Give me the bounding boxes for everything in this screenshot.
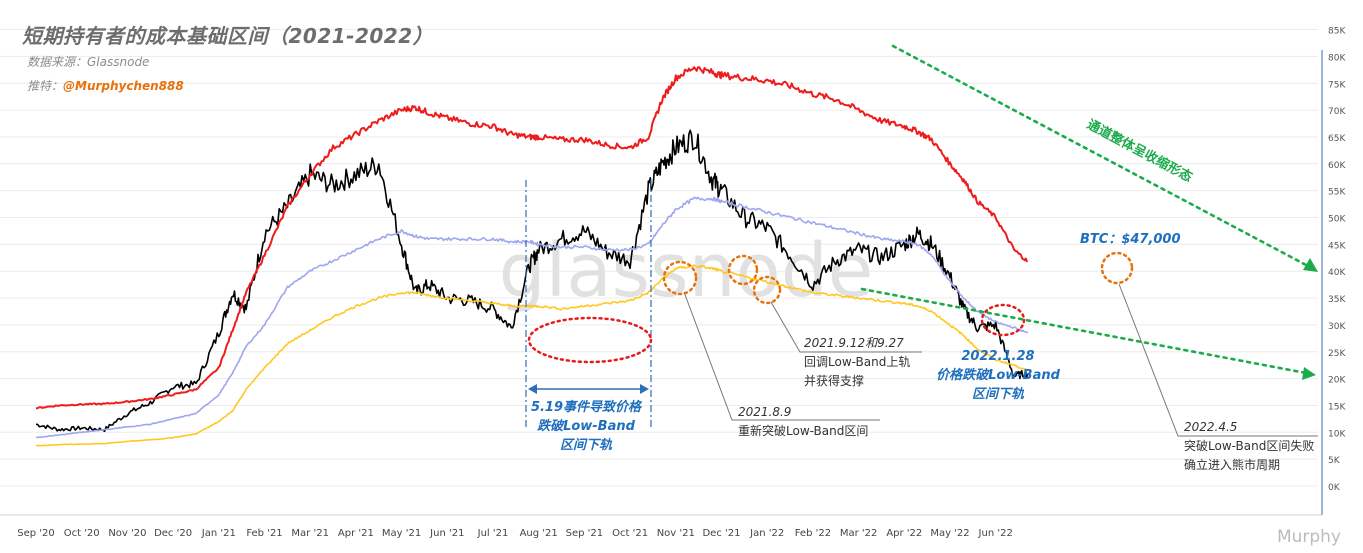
x-tick-label: Feb '22 bbox=[795, 528, 831, 539]
arrow-head-right bbox=[640, 384, 649, 394]
x-tick-label: Nov '21 bbox=[657, 528, 695, 539]
twitter-handle: @Murphychen888 bbox=[63, 79, 184, 93]
red-ellipse-0128 bbox=[980, 303, 1026, 337]
pointer-0809 bbox=[683, 291, 880, 421]
annotation-519-line3: 区间下轨 bbox=[559, 438, 612, 453]
annotation-0809-note: 重新突破Low-Band区间 bbox=[738, 424, 869, 438]
y-tick-label: 75K bbox=[1328, 80, 1346, 90]
y-tick-label: 5K bbox=[1328, 456, 1341, 466]
y-tick-label: 20K bbox=[1328, 376, 1346, 386]
green-arrow-head-upper bbox=[1303, 258, 1318, 272]
x-tick-label: Dec '21 bbox=[702, 528, 740, 539]
x-tick-label: Apr '22 bbox=[886, 528, 922, 539]
twitter-prefix: 推特： bbox=[27, 79, 64, 93]
x-tick-label: Sep '20 bbox=[17, 528, 55, 539]
x-tick-label: Jan '22 bbox=[749, 528, 784, 539]
x-tick-label: Aug '21 bbox=[520, 528, 558, 539]
orange-circle-0809 bbox=[662, 260, 698, 296]
y-tick-label: 50K bbox=[1328, 215, 1346, 225]
annotation-0912: 2021.9.12和9.27 回调Low-Band上轨 并获得支撑 bbox=[804, 334, 910, 391]
x-tick-label: Dec '20 bbox=[154, 528, 192, 539]
data-source: 数据来源：Glassnode bbox=[27, 55, 150, 69]
green-trend-lower bbox=[860, 287, 1308, 375]
y-tick-label: 25K bbox=[1328, 349, 1346, 359]
orange-circle-btc-peak bbox=[1100, 251, 1134, 285]
twitter-line: 推特：@Murphychen888 bbox=[27, 77, 184, 94]
x-tick-label: Jun '21 bbox=[429, 528, 464, 539]
orange-circle-0927 bbox=[752, 275, 782, 305]
x-tick-label: Sep '21 bbox=[566, 528, 604, 539]
annotation-0912-note1: 回调Low-Band上轨 bbox=[804, 355, 911, 369]
series-line-low bbox=[35, 264, 1029, 447]
y-tick-label: 60K bbox=[1328, 161, 1346, 171]
corner-watermark: Murphy bbox=[1276, 527, 1341, 547]
y-tick-label: 35K bbox=[1328, 295, 1346, 305]
annotation-0912-note2: 并获得支撑 bbox=[804, 374, 865, 388]
annotation-0128: 2022.1.28 价格跌破Low-Band 区间下轨 bbox=[930, 347, 1066, 404]
x-tick-label: Jan '21 bbox=[201, 528, 236, 539]
trend-label: 通道整体呈收缩形态 bbox=[1084, 116, 1195, 185]
annotation-519: 5.19事件导致价格 跌破Low-Band 区间下轨 bbox=[518, 398, 654, 455]
y-tick-label: 0K bbox=[1328, 483, 1341, 493]
y-tick-label: 10K bbox=[1328, 429, 1346, 439]
y-tick-label: 55K bbox=[1328, 188, 1346, 198]
glassnode-watermark: glassnode bbox=[499, 228, 874, 314]
pointer-0405 bbox=[1118, 283, 1318, 437]
annotation-0809-date: 2021.8.9 bbox=[738, 405, 792, 419]
annotation-btc-peak: BTC：$47,000 bbox=[1080, 232, 1181, 247]
y-tick-label: 30K bbox=[1328, 322, 1346, 332]
green-arrow-head-lower bbox=[1302, 367, 1316, 380]
x-tick-label: Oct '20 bbox=[64, 528, 100, 539]
annotation-0405-note2: 确立进入熊市周期 bbox=[1184, 458, 1281, 472]
annotation-519-line2: 跌破Low-Band bbox=[537, 419, 635, 434]
annotation-0128-note1: 价格跌破Low-Band bbox=[936, 368, 1060, 383]
chart-title: 短期持有者的成本基础区间（2021-2022） bbox=[22, 24, 434, 48]
series-line-mid bbox=[35, 196, 1029, 439]
x-tick-label: Nov '20 bbox=[108, 528, 146, 539]
annotation-0405: 2022.4.5 突破Low-Band区间失败 确立进入熊市周期 bbox=[1184, 418, 1314, 475]
orange-circle-0912 bbox=[727, 254, 759, 286]
y-tick-label: 70K bbox=[1328, 107, 1346, 117]
x-tick-label: Jun '22 bbox=[978, 528, 1013, 539]
y-tick-label: 40K bbox=[1328, 268, 1346, 278]
red-ellipse-519 bbox=[527, 316, 653, 364]
x-tick-label: May '21 bbox=[382, 528, 421, 539]
series-line-price bbox=[35, 129, 1029, 433]
y-tick-label: 15K bbox=[1328, 402, 1346, 412]
y-tick-label: 45K bbox=[1328, 241, 1346, 251]
arrow-head-left bbox=[528, 384, 537, 394]
annotation-0128-date: 2022.1.28 bbox=[961, 349, 1035, 364]
pointer-0912 bbox=[770, 301, 922, 353]
annotation-0809: 2021.8.9 重新突破Low-Band区间 bbox=[738, 403, 868, 441]
y-tick-label: 65K bbox=[1328, 134, 1346, 144]
series-line-upper bbox=[36, 66, 1029, 410]
x-tick-label: Apr '21 bbox=[338, 528, 374, 539]
x-tick-label: Feb '21 bbox=[246, 528, 282, 539]
annotation-0912-date: 2021.9.12和9.27 bbox=[804, 336, 904, 350]
x-tick-label: Mar '22 bbox=[840, 528, 878, 539]
green-trend-upper bbox=[891, 44, 1310, 268]
x-tick-label: Mar '21 bbox=[291, 528, 329, 539]
annotation-0405-note1: 突破Low-Band区间失败 bbox=[1184, 439, 1315, 453]
x-tick-label: Oct '21 bbox=[612, 528, 648, 539]
annotation-0128-note2: 区间下轨 bbox=[971, 387, 1024, 402]
y-tick-label: 80K bbox=[1328, 53, 1346, 63]
annotation-519-line1: 5.19事件导致价格 bbox=[530, 400, 642, 415]
x-tick-label: May '22 bbox=[930, 528, 969, 539]
x-tick-label: Jul '21 bbox=[477, 528, 509, 539]
annotation-0405-date: 2022.4.5 bbox=[1184, 420, 1238, 434]
y-tick-label: 85K bbox=[1328, 27, 1346, 37]
